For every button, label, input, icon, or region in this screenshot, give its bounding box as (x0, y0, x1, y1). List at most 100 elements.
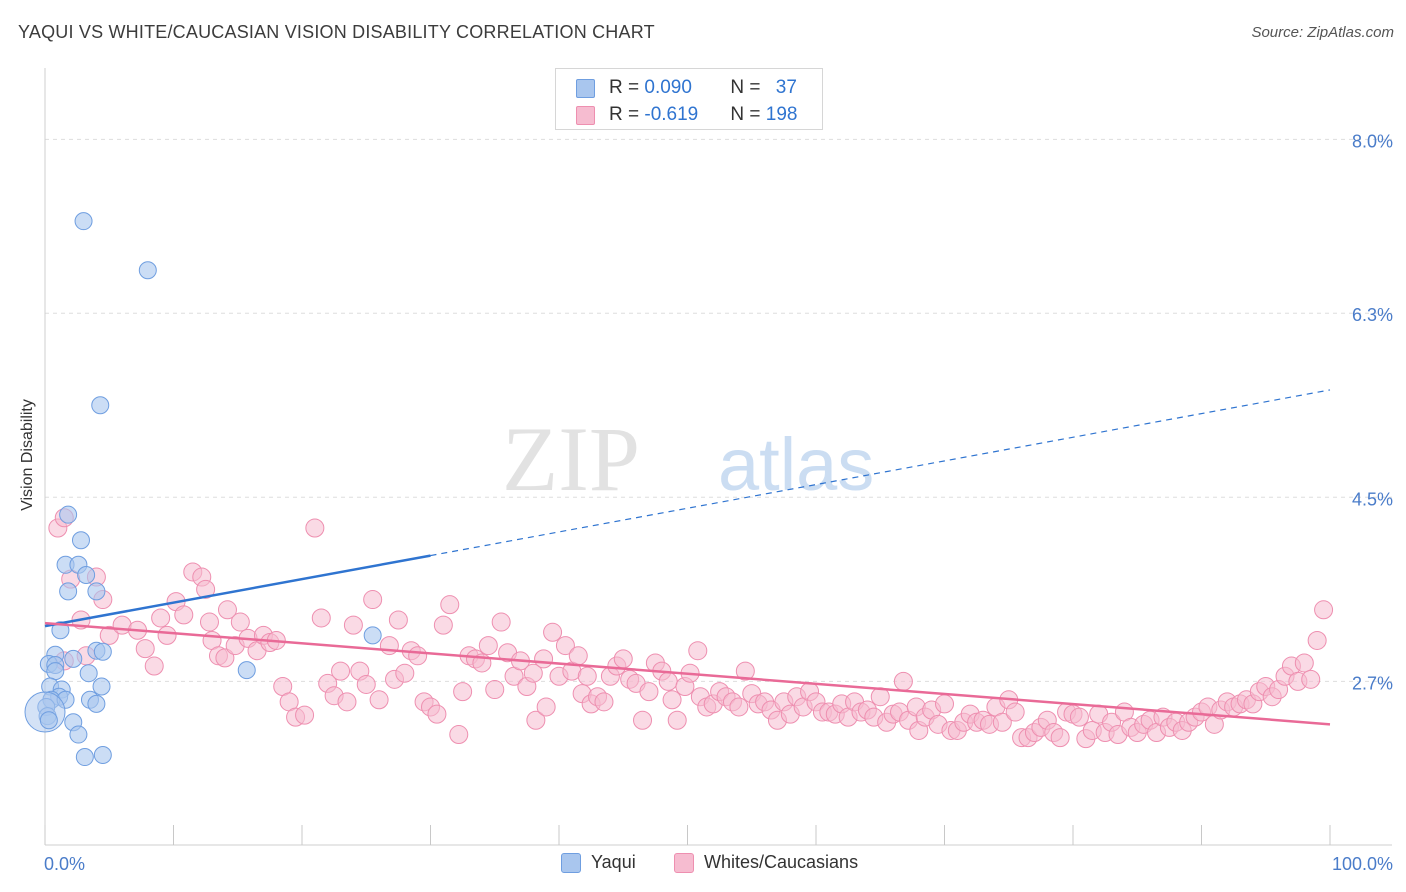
whites-point (1307, 630, 1327, 650)
y-tick-label: 2.7% (1352, 673, 1393, 693)
yaqui-trend-extension (430, 389, 1331, 557)
whites-point (311, 608, 331, 628)
whites-point (526, 710, 546, 730)
legend-swatch-yaqui (576, 78, 595, 98)
series-legend-label-yaqui: Yaqui (591, 852, 636, 872)
yaqui-point (79, 664, 98, 683)
yaqui-point (77, 566, 96, 585)
legend-n-label: N = (730, 104, 766, 125)
yaqui-points (24, 212, 382, 767)
watermark-atlas: atlas (718, 423, 874, 506)
legend-row-yaqui: R = 0.090 N = 37 (576, 77, 797, 99)
whites-point (295, 705, 315, 725)
series-legend-whites: Whites/Caucasians (674, 852, 858, 873)
whites-point (408, 646, 428, 666)
whites-point (388, 610, 408, 630)
yaqui-point (75, 748, 94, 767)
whites-point (356, 674, 376, 694)
whites-point (662, 690, 682, 710)
yaqui-point (237, 661, 256, 680)
series-legend-label-whites: Whites/Caucasians (704, 852, 859, 872)
yaqui-point (64, 649, 83, 668)
yaqui-point (59, 505, 78, 524)
legend-r-label: R = (609, 104, 645, 125)
tick-labels: 2.7% 4.5% 6.3% 8.0% 0.0% 100.0% (44, 131, 1393, 874)
whites-point (543, 622, 563, 642)
yaqui-point (59, 582, 78, 601)
whites-point (427, 704, 447, 724)
yaqui-point (69, 725, 88, 744)
source-note: Source: ZipAtlas.com (1251, 24, 1394, 41)
trend-lines (44, 389, 1331, 726)
whites-point (331, 661, 351, 681)
whites-point (594, 692, 614, 712)
y-tick-label: 8.0% (1352, 131, 1393, 151)
whites-point (369, 690, 389, 710)
whites-point (230, 612, 250, 632)
series-legend-swatch-yaqui (561, 852, 581, 873)
whites-point (491, 612, 511, 632)
whites-point (485, 680, 505, 700)
whites-point (1301, 669, 1321, 689)
whites-point (433, 615, 453, 635)
whites-point (135, 639, 155, 659)
yaqui-point (46, 662, 65, 681)
whites-point (305, 518, 325, 538)
yaqui-point (87, 582, 106, 601)
yaqui-point (51, 621, 70, 640)
whites-point (568, 646, 588, 666)
whites-point (395, 663, 415, 683)
whites-point (534, 649, 554, 669)
legend-n-label: N = (730, 77, 766, 98)
whites-point (935, 694, 954, 714)
yaqui-point (91, 396, 110, 415)
whites-point (199, 612, 219, 632)
yaqui-point (138, 261, 157, 280)
legend-row-whites: R = -0.619 N = 198 (576, 104, 797, 126)
whites-point (196, 579, 216, 599)
whites-point (449, 725, 469, 745)
yaqui-point (71, 531, 90, 550)
yaqui-trend-line (44, 554, 431, 628)
whites-point (577, 666, 597, 686)
whites-point (1050, 728, 1070, 748)
whites-point (992, 712, 1012, 732)
whites-point (536, 697, 556, 717)
whites-point (729, 697, 749, 717)
whites-point (343, 615, 363, 635)
series-legend: Yaqui Whites/Caucasians (0, 852, 1406, 878)
whites-point (1005, 702, 1025, 722)
legend-r-value-whites: -0.619 (644, 104, 699, 125)
whites-point (157, 625, 177, 645)
whites-point (633, 710, 653, 730)
whites-point (453, 682, 473, 702)
watermark-zip: ZIP (502, 408, 640, 510)
yaqui-point (87, 694, 106, 713)
whites-point (144, 656, 164, 676)
legend-r-value-yaqui: 0.090 (644, 77, 692, 98)
series-legend-swatch-whites (674, 852, 694, 873)
whites-point (667, 710, 687, 730)
whites-point (217, 600, 237, 620)
yaqui-point (363, 626, 382, 645)
whites-point (1294, 653, 1314, 673)
whites-point (151, 608, 171, 628)
yaqui-point (93, 746, 112, 765)
y-tick-label: 6.3% (1352, 305, 1393, 325)
legend-box: R = 0.090 N = 37 R = -0.619 N = 198 (555, 68, 823, 130)
x-tick-label-min: 0.0% (44, 854, 85, 874)
legend-swatch-whites (576, 105, 595, 125)
whites-point (658, 671, 678, 691)
legend-n-value-whites: 198 (765, 104, 798, 125)
whites-point (440, 595, 460, 615)
whites-point (363, 590, 383, 610)
whites-point (215, 648, 235, 668)
series-legend-yaqui: Yaqui (561, 852, 636, 873)
whites-trend-line (44, 621, 1331, 726)
whites-point (613, 649, 633, 669)
whites-point (523, 663, 543, 683)
whites-point (1314, 600, 1334, 620)
whites-point (99, 625, 119, 645)
whites-point (478, 636, 498, 656)
